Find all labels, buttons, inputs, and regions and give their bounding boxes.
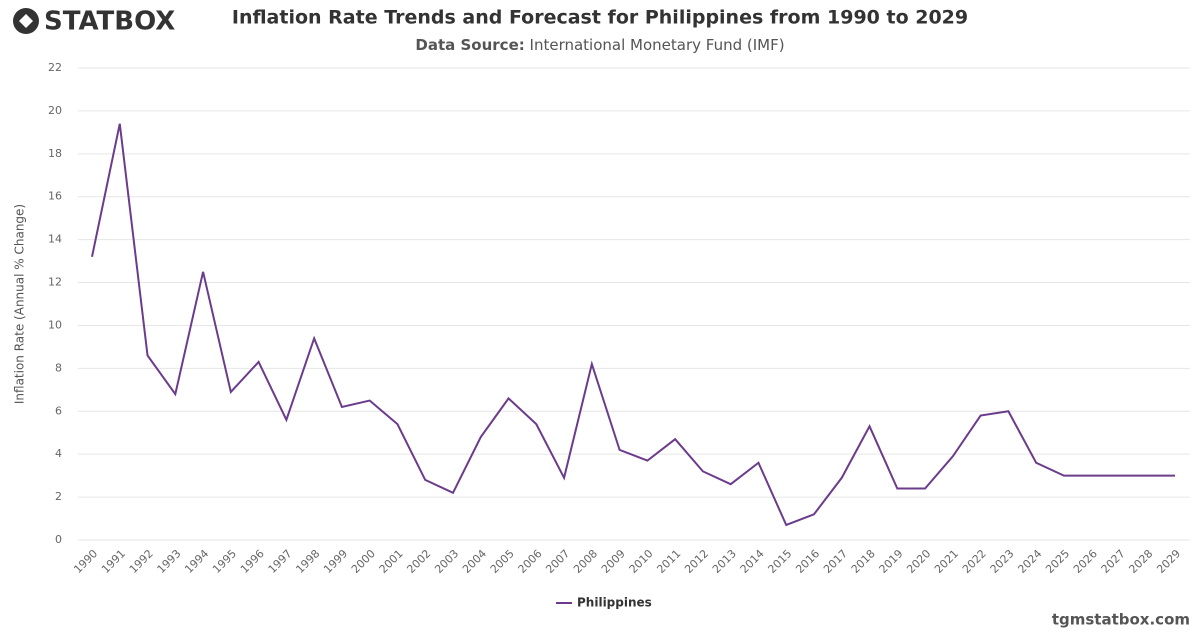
x-tick-label: 1991 — [99, 547, 128, 576]
subtitle-label: Data Source: — [415, 36, 524, 54]
chart-title: Inflation Rate Trends and Forecast for P… — [232, 7, 968, 29]
website: tgmstatbox.com — [1052, 611, 1190, 629]
logo: STATBOX — [13, 7, 175, 37]
x-tick-label: 2026 — [1071, 547, 1100, 576]
x-tick-label: 2025 — [1043, 547, 1072, 576]
y-tick-label: 4 — [55, 447, 62, 460]
x-tick-label: 2015 — [765, 547, 794, 576]
x-tick-label: 2019 — [877, 547, 906, 576]
x-tick-label: 2016 — [793, 547, 822, 576]
x-tick-label: 1992 — [127, 547, 156, 576]
legend-label: Philippines — [577, 596, 652, 610]
x-tick-label: 2005 — [488, 547, 517, 576]
y-tick-label: 2 — [55, 490, 62, 503]
x-tick-label: 2001 — [377, 547, 406, 576]
x-tick-label: 1999 — [321, 547, 350, 576]
x-tick-label: 2013 — [710, 547, 739, 576]
x-tick-label: 2000 — [349, 547, 378, 576]
x-tick-label: 2028 — [1126, 547, 1155, 576]
y-tick-label: 20 — [48, 104, 62, 117]
x-tick-label: 2008 — [571, 547, 600, 576]
x-tick-label: 2017 — [821, 547, 850, 576]
x-tick-label: 2027 — [1099, 547, 1128, 576]
y-tick-label: 22 — [48, 61, 62, 74]
chart-subtitle: Data Source: International Monetary Fund… — [415, 36, 784, 54]
x-tick-label: 2012 — [682, 547, 711, 576]
x-tick-label: 2029 — [1154, 547, 1183, 576]
y-tick-label: 0 — [55, 533, 62, 546]
x-tick-label: 1996 — [238, 547, 267, 576]
x-tick-label: 2018 — [849, 547, 878, 576]
y-tick-label: 10 — [48, 318, 62, 331]
y-tick-label: 18 — [48, 147, 62, 160]
x-tick-label: 2004 — [460, 547, 489, 576]
y-axis-label: Inflation Rate (Annual % Change) — [13, 204, 27, 404]
x-tick-label: 2022 — [960, 547, 989, 576]
x-tick-label: 1990 — [71, 547, 100, 576]
x-tick-label: 2009 — [599, 547, 628, 576]
x-tick-label: 2002 — [404, 547, 433, 576]
x-tick-label: 2021 — [932, 547, 961, 576]
y-tick-label: 8 — [55, 361, 62, 374]
data-line — [91, 123, 1175, 527]
x-tick-label: 2011 — [654, 547, 683, 576]
x-tick-label: 1993 — [155, 547, 184, 576]
x-tick-label: 2020 — [904, 547, 933, 576]
x-tick-label: 1997 — [266, 547, 295, 576]
y-tick-label: 14 — [48, 233, 62, 246]
y-tick-label: 6 — [55, 404, 62, 417]
logo-icon-diamond — [19, 14, 33, 28]
y-tick-label: 12 — [48, 276, 62, 289]
y-tick-label: 16 — [48, 190, 62, 203]
subtitle-text: International Monetary Fund (IMF) — [530, 36, 785, 54]
logo-text: STATBOX — [44, 7, 175, 37]
x-tick-label: 2010 — [627, 547, 656, 576]
x-tick-label: 1994 — [182, 547, 211, 576]
x-tick-label: 2014 — [738, 547, 767, 576]
x-tick-label: 1998 — [293, 547, 322, 576]
x-tick-label: 1995 — [210, 547, 239, 576]
x-tick-label: 2024 — [1015, 547, 1044, 576]
x-tick-label: 2006 — [516, 547, 545, 576]
x-tick-label: 2003 — [432, 547, 461, 576]
legend-item: Philippines — [556, 596, 652, 610]
x-tick-label: 2007 — [543, 547, 572, 576]
x-tick-label: 2023 — [988, 547, 1017, 576]
